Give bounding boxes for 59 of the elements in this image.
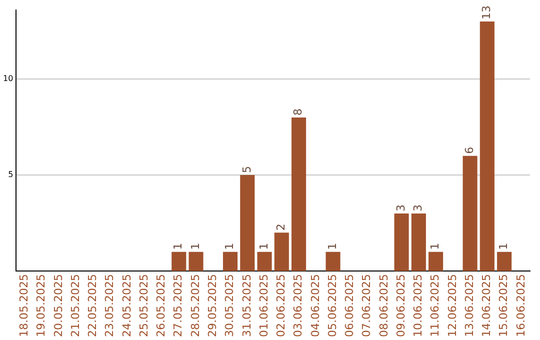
- data-label: 1: [428, 242, 442, 250]
- data-label: 8: [292, 108, 305, 116]
- x-tick-label: 02.06.2025: [274, 274, 288, 338]
- data-label: 1: [223, 242, 236, 250]
- data-label: 6: [462, 146, 476, 154]
- bar: [411, 213, 426, 272]
- bar: [428, 252, 444, 272]
- bar: [240, 175, 255, 272]
- x-tick-label: 12.06.2025: [446, 274, 459, 338]
- data-label: 1: [497, 242, 510, 250]
- x-tick-label: 15.06.2025: [497, 274, 510, 338]
- x-tick-label: 07.06.2025: [360, 274, 374, 338]
- x-tick-label: 23.05.2025: [103, 274, 116, 338]
- bar: [274, 232, 289, 272]
- x-tick-label: 19.05.2025: [34, 274, 48, 338]
- x-tick-label: 25.05.2025: [137, 274, 150, 338]
- bar: [292, 117, 306, 272]
- x-tick-label: 31.05.2025: [240, 274, 254, 338]
- x-tick-label: 11.06.2025: [428, 274, 442, 338]
- data-label: 1: [257, 242, 270, 250]
- x-tick-label: 04.06.2025: [308, 274, 322, 338]
- data-label: 1: [188, 242, 202, 250]
- x-tick-label: 24.05.2025: [120, 274, 134, 338]
- bar: [172, 252, 186, 272]
- data-label: 13: [480, 6, 494, 20]
- bar: [326, 252, 340, 272]
- x-tick-label: 30.05.2025: [223, 274, 236, 338]
- data-label: 3: [394, 204, 408, 212]
- bar: [480, 22, 494, 272]
- x-tick-label: 05.06.2025: [326, 274, 339, 338]
- x-tick-label: 29.05.2025: [206, 274, 220, 338]
- x-tick-label: 14.06.2025: [480, 274, 494, 338]
- data-label: 1: [172, 242, 185, 250]
- bar: [394, 213, 409, 272]
- bar: [188, 252, 204, 272]
- x-tick-label: 09.06.2025: [394, 274, 408, 338]
- x-tick-label: 13.06.2025: [462, 274, 476, 338]
- x-tick-label: 28.05.2025: [188, 274, 202, 338]
- bar: [462, 156, 478, 272]
- bar: [497, 252, 512, 272]
- x-tick-label: 16.06.2025: [514, 274, 528, 338]
- data-label: 3: [412, 204, 425, 212]
- x-tick-label: 06.06.2025: [343, 274, 356, 338]
- x-tick-label: 03.06.2025: [292, 274, 305, 338]
- x-tick-label: 08.06.2025: [377, 274, 390, 338]
- x-tick-label: 20.05.2025: [52, 274, 65, 338]
- x-tick-label: 26.05.2025: [154, 274, 168, 338]
- bar: [222, 252, 238, 272]
- bar: [257, 252, 272, 272]
- x-tick-label: 18.05.2025: [18, 274, 31, 338]
- x-tick-label: 21.05.2025: [68, 274, 82, 338]
- data-label: 5: [240, 166, 254, 174]
- x-tick-label: 22.05.2025: [86, 274, 100, 338]
- data-label: 2: [274, 224, 288, 231]
- data-label: 1: [326, 242, 339, 250]
- y-tick-label: 10: [2, 74, 14, 84]
- x-tick-label: 10.06.2025: [412, 274, 425, 338]
- x-tick-label: 27.05.2025: [172, 274, 185, 338]
- x-tick-label: 01.06.2025: [257, 274, 270, 338]
